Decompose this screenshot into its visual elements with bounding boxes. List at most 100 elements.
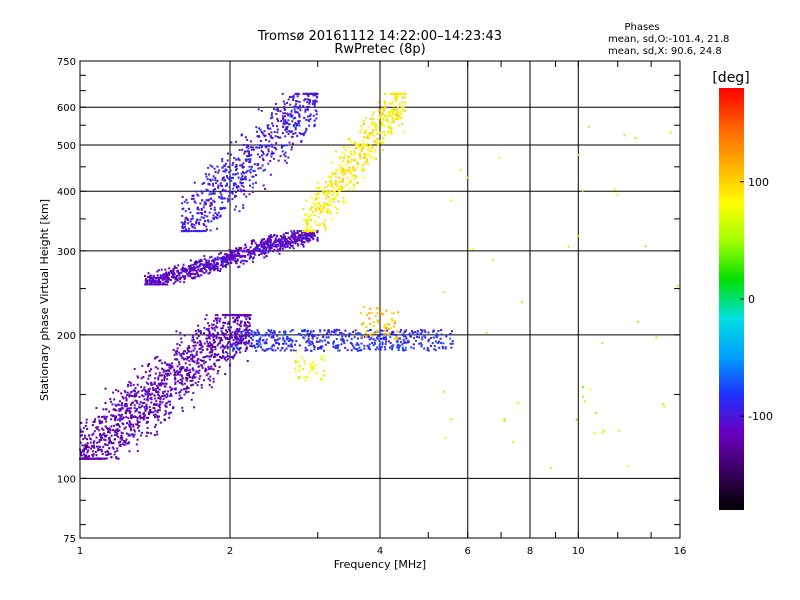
- data-point: [159, 283, 162, 286]
- data-point: [191, 276, 194, 279]
- data-point: [576, 235, 579, 238]
- data-point: [205, 261, 208, 264]
- data-point: [214, 211, 217, 214]
- data-point: [118, 425, 121, 428]
- data-point: [214, 179, 217, 182]
- data-point: [251, 338, 254, 341]
- data-point: [352, 330, 355, 333]
- data-point: [198, 259, 201, 262]
- data-point: [127, 385, 130, 388]
- data-point: [215, 337, 218, 340]
- data-point: [271, 245, 274, 248]
- data-point: [269, 238, 272, 241]
- data-point: [192, 338, 195, 341]
- data-point: [79, 452, 82, 455]
- data-point: [309, 209, 312, 212]
- data-point: [283, 107, 286, 110]
- data-point: [248, 165, 251, 168]
- data-point: [156, 411, 159, 414]
- data-point: [236, 333, 239, 336]
- data-point: [298, 104, 301, 107]
- data-point: [265, 138, 268, 141]
- data-point: [232, 182, 235, 185]
- data-point: [212, 264, 215, 267]
- data-point: [193, 360, 196, 363]
- data-point: [182, 223, 185, 226]
- data-point: [399, 330, 402, 333]
- data-point: [150, 384, 153, 387]
- data-point: [177, 271, 180, 274]
- data-point: [126, 391, 129, 394]
- data-point: [211, 263, 214, 266]
- data-point: [359, 157, 362, 160]
- data-point: [344, 172, 347, 175]
- data-point: [256, 329, 259, 332]
- data-point: [260, 146, 263, 149]
- data-point: [143, 401, 146, 404]
- data-point: [147, 390, 150, 393]
- data-point: [106, 428, 109, 431]
- data-point: [229, 326, 232, 329]
- data-point: [245, 340, 248, 343]
- data-point: [300, 133, 303, 136]
- data-point: [304, 362, 307, 365]
- data-point: [207, 198, 210, 201]
- data-point: [231, 314, 234, 317]
- data-point: [358, 333, 361, 336]
- data-point: [147, 416, 150, 419]
- data-point: [199, 258, 202, 261]
- data-point: [141, 402, 144, 405]
- data-point: [191, 223, 194, 226]
- data-point: [273, 241, 276, 244]
- data-point: [423, 347, 426, 350]
- data-point: [194, 341, 197, 344]
- data-point: [239, 254, 242, 257]
- data-point: [144, 278, 147, 281]
- data-point: [291, 142, 294, 145]
- data-point: [291, 114, 294, 117]
- data-point: [404, 336, 407, 339]
- data-point: [230, 153, 233, 156]
- data-point: [374, 339, 377, 342]
- data-point: [315, 92, 318, 95]
- data-point: [178, 278, 181, 281]
- data-point: [254, 181, 257, 184]
- data-point: [338, 349, 341, 352]
- data-point: [208, 355, 211, 358]
- data-point: [239, 322, 242, 325]
- data-point: [206, 328, 209, 331]
- data-point: [252, 182, 255, 185]
- data-point: [210, 326, 213, 329]
- data-point: [383, 124, 386, 127]
- data-point: [361, 169, 364, 172]
- data-point: [279, 245, 282, 248]
- data-point: [132, 383, 135, 386]
- data-point: [377, 321, 380, 324]
- data-point: [239, 351, 242, 354]
- data-point: [298, 115, 301, 118]
- data-point: [200, 262, 203, 265]
- data-point: [225, 355, 228, 358]
- data-point: [217, 184, 220, 187]
- data-point: [266, 124, 269, 127]
- data-point: [261, 164, 264, 167]
- data-point: [245, 327, 248, 330]
- data-point: [178, 363, 181, 366]
- data-point: [243, 329, 246, 332]
- data-point: [199, 342, 202, 345]
- data-point: [123, 390, 126, 393]
- data-point: [246, 250, 249, 253]
- data-point: [214, 264, 217, 267]
- data-point: [203, 258, 206, 261]
- data-point: [378, 348, 381, 351]
- data-point: [225, 263, 228, 266]
- data-point: [188, 375, 191, 378]
- data-point: [369, 307, 372, 310]
- data-point: [292, 94, 295, 97]
- data-point: [157, 391, 160, 394]
- data-point: [400, 113, 403, 116]
- data-point: [305, 219, 308, 222]
- data-point: [343, 185, 346, 188]
- data-point: [125, 398, 128, 401]
- data-point: [242, 206, 245, 209]
